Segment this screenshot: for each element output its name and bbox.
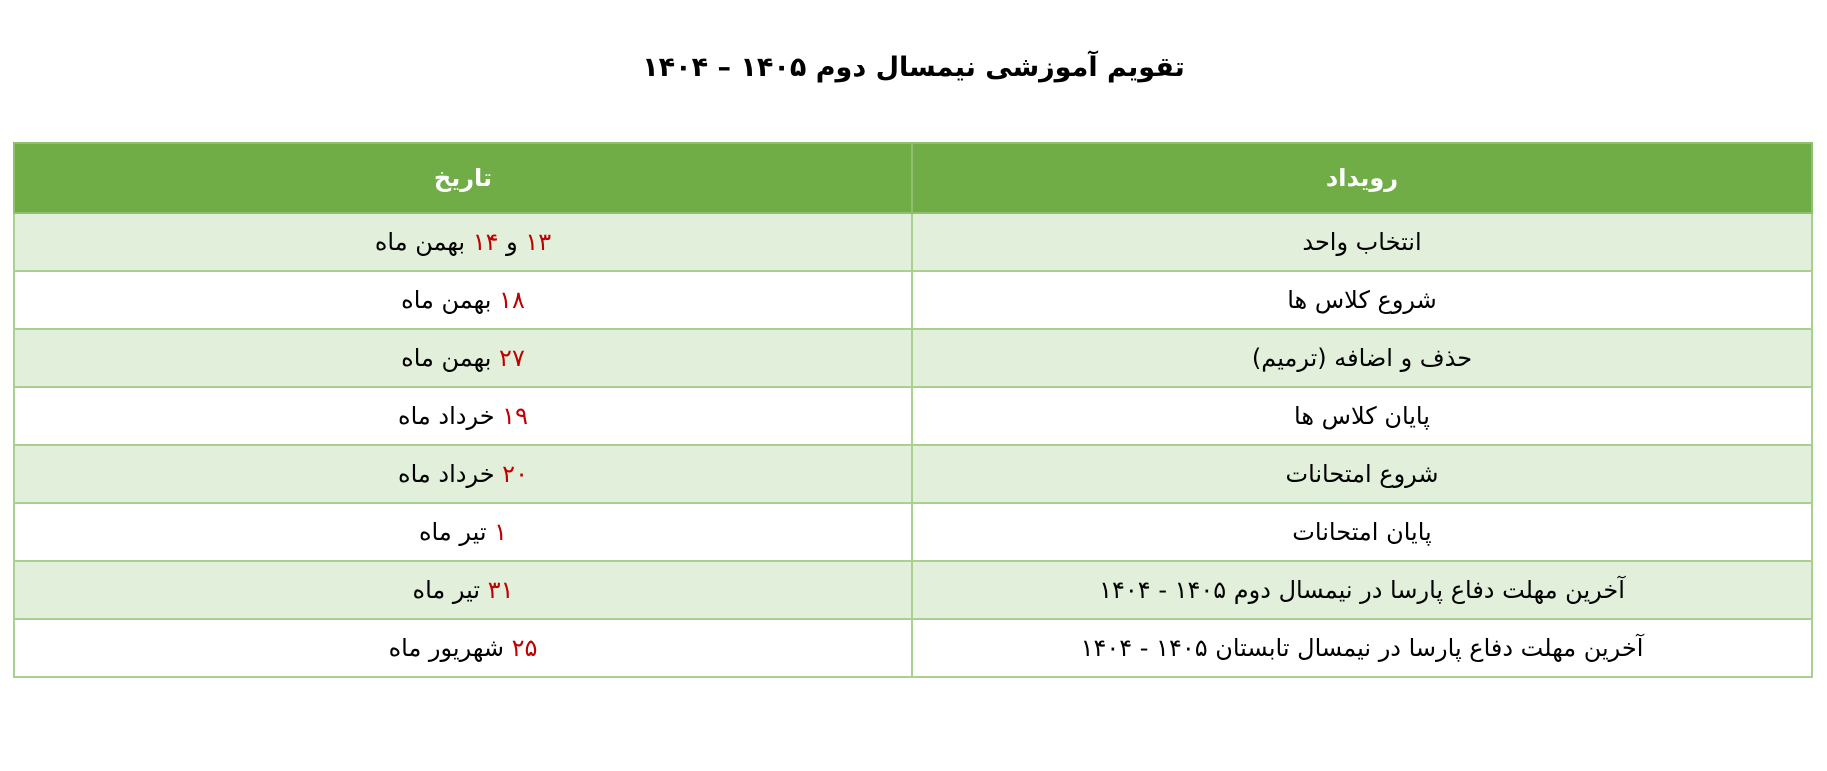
date-cell: ۱۸ بهمن ماه xyxy=(13,270,913,330)
header-event: رویداد xyxy=(911,142,1813,214)
date-cell: ۲۵ شهریور ماه xyxy=(13,618,913,678)
academic-calendar-table: رویداد تاریخ انتخاب واحد ۱۳ و ۱۴ بهمن ماه… xyxy=(13,142,1813,678)
date-day: ۱۳ xyxy=(525,228,552,256)
date-cell: ۳۱ تیر ماه xyxy=(13,560,913,620)
date-month: تیر ماه xyxy=(412,576,488,604)
date-month: بهمن ماه xyxy=(401,286,500,314)
date-day: ۲۵ xyxy=(511,634,538,662)
table-row: شروع امتحانات ۲۰ خرداد ماه xyxy=(13,444,1813,504)
date-month: بهمن ماه xyxy=(374,228,473,256)
table-row: شروع کلاس ها ۱۸ بهمن ماه xyxy=(13,270,1813,330)
event-cell: آخرین مهلت دفاع پارسا در نیمسال دوم ۱۴۰۵… xyxy=(911,560,1813,620)
date-day: ۲۷ xyxy=(499,344,525,372)
page-title: تقویم آموزشی نیمسال دوم ۱۴۰۵ – ۱۴۰۴ xyxy=(642,52,1185,83)
date-month: شهریور ماه xyxy=(388,634,512,662)
event-cell: حذف و اضافه (ترمیم) xyxy=(911,328,1813,388)
event-cell: شروع کلاس ها xyxy=(911,270,1813,330)
event-cell: انتخاب واحد xyxy=(911,212,1813,272)
date-cell: ۱ تیر ماه xyxy=(13,502,913,562)
date-month: خرداد ماه xyxy=(398,402,503,430)
date-day: ۳۱ xyxy=(487,576,514,604)
header-date: تاریخ xyxy=(13,142,913,214)
date-day: ۲۰ xyxy=(502,460,528,488)
date-month: بهمن ماه xyxy=(401,344,500,372)
date-day: ۱۹ xyxy=(502,402,528,430)
table-row: پایان کلاس ها ۱۹ خرداد ماه xyxy=(13,386,1813,446)
date-day: ۱ xyxy=(494,518,508,546)
table-row: پایان امتحانات ۱ تیر ماه xyxy=(13,502,1813,562)
date-cell: ۲۰ خرداد ماه xyxy=(13,444,913,504)
date-day: ۱۸ xyxy=(499,286,525,314)
event-cell: پایان کلاس ها xyxy=(911,386,1813,446)
table-row: حذف و اضافه (ترمیم) ۲۷ بهمن ماه xyxy=(13,328,1813,388)
table-row: آخرین مهلت دفاع پارسا در نیمسال تابستان … xyxy=(13,618,1813,678)
date-cell: ۱۹ خرداد ماه xyxy=(13,386,913,446)
table-row: آخرین مهلت دفاع پارسا در نیمسال دوم ۱۴۰۵… xyxy=(13,560,1813,620)
date-conjunction: و xyxy=(498,228,526,256)
date-cell: ۲۷ بهمن ماه xyxy=(13,328,913,388)
event-cell: شروع امتحانات xyxy=(911,444,1813,504)
event-cell: پایان امتحانات xyxy=(911,502,1813,562)
table-header-row: رویداد تاریخ xyxy=(13,142,1813,214)
table-row: انتخاب واحد ۱۳ و ۱۴ بهمن ماه xyxy=(13,212,1813,272)
date-cell: ۱۳ و ۱۴ بهمن ماه xyxy=(13,212,913,272)
date-day-2: ۱۴ xyxy=(472,228,499,256)
date-month: خرداد ماه xyxy=(398,460,503,488)
event-cell: آخرین مهلت دفاع پارسا در نیمسال تابستان … xyxy=(911,618,1813,678)
date-month: تیر ماه xyxy=(418,518,495,546)
